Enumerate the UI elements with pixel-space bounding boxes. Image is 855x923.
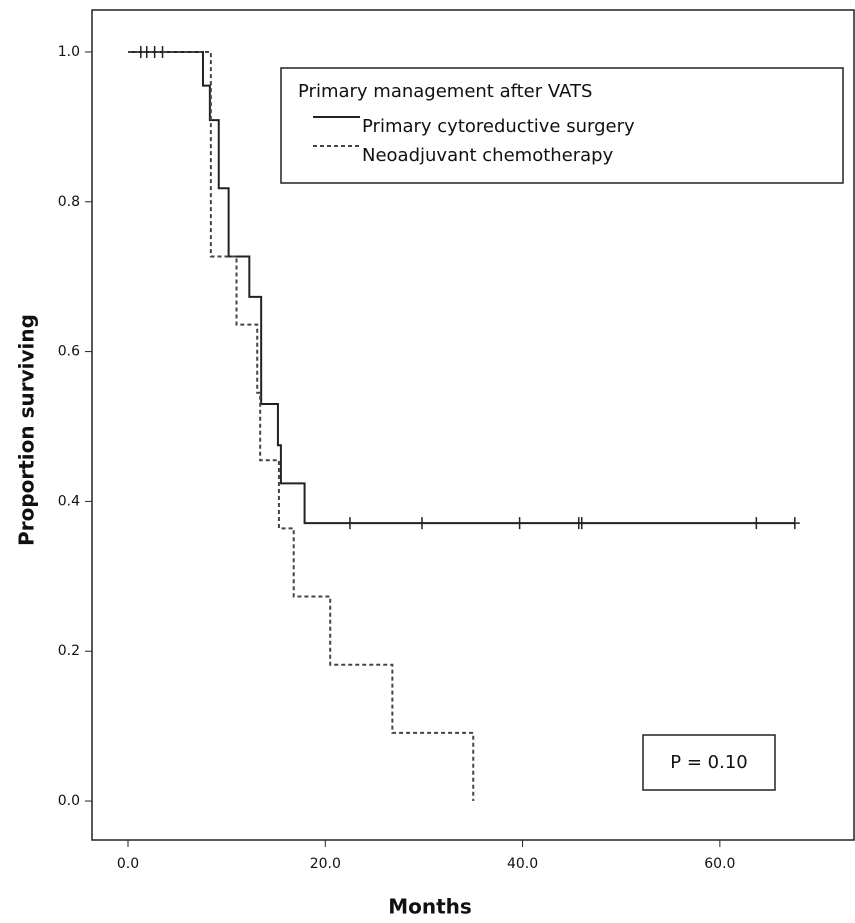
censor-mark xyxy=(789,517,800,530)
x-tick-label: 0.0 xyxy=(117,856,139,872)
y-tick-label: 0.6 xyxy=(58,344,80,360)
legend-title: Primary management after VATS xyxy=(298,81,592,102)
censor-mark xyxy=(344,517,355,530)
survival-curve xyxy=(128,50,475,802)
y-axis-label: Proportion surviving xyxy=(15,314,39,546)
y-tick-label: 0.0 xyxy=(58,793,80,809)
annotation-box xyxy=(642,734,776,791)
legend-entry: Primary cytoreductive surgery xyxy=(362,116,635,137)
legend-box xyxy=(280,67,844,184)
censor-mark xyxy=(416,517,427,530)
x-tick-label: 60.0 xyxy=(704,856,735,872)
x-tick-label: 20.0 xyxy=(310,856,341,872)
y-tick-label: 0.4 xyxy=(58,493,80,509)
censor-mark xyxy=(514,517,525,530)
y-tick-label: 0.8 xyxy=(58,194,80,210)
plot-frame xyxy=(91,9,855,841)
y-tick-label: 0.2 xyxy=(58,643,80,659)
x-axis-label: Months xyxy=(388,895,472,919)
censor-mark xyxy=(576,517,587,530)
x-tick-label: 40.0 xyxy=(507,856,538,872)
y-tick-label: 1.0 xyxy=(58,44,80,60)
annotation: P = 0.10 xyxy=(670,752,747,773)
censor-mark xyxy=(751,517,762,530)
legend-entry: Neoadjuvant chemotherapy xyxy=(362,145,614,166)
